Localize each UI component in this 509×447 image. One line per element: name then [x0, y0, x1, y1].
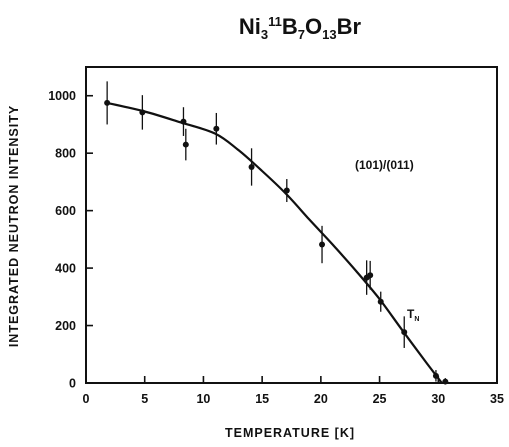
- x-tick-label: 10: [196, 392, 210, 406]
- y-axis-label: INTEGRATED NEUTRON INTENSITY: [7, 105, 21, 347]
- x-tick-label: 30: [431, 392, 445, 406]
- y-tick-label: 1000: [48, 89, 76, 103]
- y-tick-label: 0: [69, 377, 76, 391]
- data-point: [180, 118, 187, 125]
- y-tick-label: 200: [55, 319, 76, 333]
- data-point: [182, 141, 189, 148]
- neel-temperature-annotation: TN: [407, 307, 419, 323]
- x-axis-label: TEMPERATURE [K]: [225, 426, 355, 440]
- data-point: [442, 378, 449, 385]
- data-point: [377, 298, 384, 305]
- y-axis-ticks: 0 200 400 600 800 1000: [48, 89, 93, 391]
- data-point: [139, 109, 146, 116]
- data-point: [213, 125, 220, 132]
- x-tick-label: 25: [373, 392, 387, 406]
- x-tick-label: 0: [83, 392, 90, 406]
- title-subscript-7: 7: [298, 27, 305, 42]
- title-element-br: Br: [337, 14, 362, 39]
- x-tick-label: 20: [314, 392, 328, 406]
- reflection-annotation: (101)/(011): [355, 158, 414, 172]
- y-tick-label: 800: [55, 147, 76, 161]
- data-point: [432, 372, 439, 379]
- y-tick-label: 600: [55, 204, 76, 218]
- neel-temperature-subscript: N: [414, 316, 419, 323]
- x-tick-label: 35: [490, 392, 504, 406]
- chart-title: Ni311B7O13Br: [239, 14, 362, 42]
- title-superscript-11: 11: [268, 14, 282, 29]
- data-point: [104, 99, 111, 106]
- title-subscript-3: 3: [261, 27, 268, 42]
- data-point: [401, 329, 408, 336]
- x-axis-ticks: 0 5 10 15 20 25 30 35: [83, 376, 504, 406]
- plot-frame: [85, 66, 498, 384]
- title-element-b: B: [282, 14, 298, 39]
- title-element-o: O: [305, 14, 322, 39]
- title-subscript-13: 13: [322, 27, 336, 42]
- neel-temperature-t: T: [407, 307, 415, 321]
- x-tick-label: 15: [255, 392, 269, 406]
- fit-curve: [106, 101, 443, 384]
- data-point: [283, 187, 290, 194]
- data-points: [104, 81, 449, 385]
- y-tick-label: 400: [55, 262, 76, 276]
- data-point: [248, 163, 255, 170]
- data-point: [319, 241, 326, 248]
- x-tick-label: 5: [141, 392, 148, 406]
- data-point: [367, 272, 374, 279]
- title-element-ni: Ni: [239, 14, 261, 39]
